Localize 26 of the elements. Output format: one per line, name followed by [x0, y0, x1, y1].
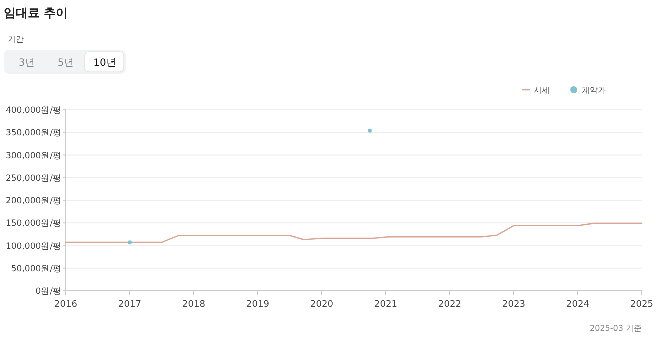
text: 2025-03 기준	[590, 324, 642, 333]
x-tick-label: 2016	[54, 300, 78, 310]
y-tick-label: 400,000원/평	[6, 106, 62, 116]
y-tick-label: 150,000원/평	[6, 219, 62, 230]
period-selector: 3년 5년 10년	[4, 50, 126, 74]
y-tick-label: 0원/평	[36, 287, 62, 297]
x-tick-label: 2025	[630, 300, 654, 310]
x-tick-label: 2018	[182, 300, 206, 310]
text: 기간	[8, 35, 24, 44]
y-tick-label: 100,000원/평	[6, 242, 62, 252]
y-tick-label: 300,000원/평	[6, 151, 62, 162]
y-tick-label: 350,000원/평	[6, 128, 62, 139]
x-tick-label: 2019	[246, 300, 270, 310]
x-tick-label: 2024	[566, 300, 590, 310]
y-tick-label: 50,000원/평	[11, 264, 62, 274]
legend-label: 시세	[534, 86, 550, 95]
x-tick-label: 2021	[374, 300, 398, 310]
chart-title: 임대료 추이	[4, 6, 68, 20]
x-tick-label: 2017	[118, 300, 142, 310]
y-tick-label: 250,000원/평	[6, 174, 62, 184]
x-tick-label: 2023	[502, 300, 526, 310]
line-series	[65, 222, 643, 244]
x-tick-label: 2022	[438, 300, 462, 310]
x-tick-label: 2020	[310, 300, 334, 310]
legend-label: 계약가	[582, 86, 606, 95]
y-tick-label: 200,000원/평	[6, 196, 62, 206]
